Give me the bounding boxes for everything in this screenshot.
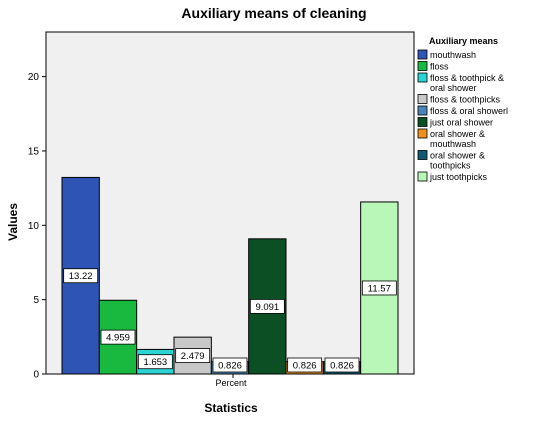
y-tick-label: 15 bbox=[28, 146, 40, 157]
data-label-box bbox=[324, 357, 360, 373]
legend-label-floss-and-toothpick-and-oral-shower: floss & toothpick & oral shower bbox=[430, 73, 504, 93]
data-label-box bbox=[287, 357, 323, 373]
legend-swatch-mouthwash bbox=[417, 49, 428, 60]
data-label-box bbox=[212, 357, 248, 373]
y-tick-label: 0 bbox=[33, 370, 39, 381]
legend-swatch-floss-and-toothpicks bbox=[417, 94, 428, 104]
legend-swatch-oral-shower-and-toothpicks bbox=[417, 150, 428, 160]
data-label-oral-shower-and-toothpicks: 0.826 bbox=[330, 361, 354, 372]
x-axis-label: Statistics bbox=[204, 401, 258, 415]
data-label-floss-and-oral-showerl: 0.826 bbox=[218, 361, 242, 372]
legend-title: Auxiliary means bbox=[429, 36, 498, 46]
y-axis-label: Values bbox=[6, 203, 20, 241]
legend-label-floss-and-oral-showerl: floss & oral showerl bbox=[430, 106, 508, 116]
legend-swatch-floss bbox=[417, 61, 428, 71]
data-label-floss-and-toothpick-and-oral-shower: 1.653 bbox=[143, 357, 167, 368]
legend-label-just-toothpicks: just toothpicks bbox=[429, 172, 488, 182]
legend-label-floss: floss bbox=[430, 62, 449, 72]
data-label-box bbox=[100, 329, 136, 345]
data-label-box bbox=[63, 268, 99, 284]
data-label-just-toothpicks: 11.57 bbox=[368, 283, 391, 294]
legend-swatch-oral-shower-and-mouthwash bbox=[417, 128, 428, 139]
y-tick-label: 20 bbox=[28, 72, 40, 83]
plot-area: 0 5 10 15 20 13.22 4.959 1.653 2.479 0.826 9.091 0.… bbox=[28, 31, 415, 381]
legend-swatch-floss-and-toothpick-and-oral-shower bbox=[417, 72, 428, 83]
legend-label-just-oral-shower: just oral shower bbox=[429, 118, 493, 128]
data-label-box bbox=[249, 299, 285, 314]
data-label-oral-shower-and-mouthwash: 0.826 bbox=[293, 361, 317, 372]
data-label-floss-and-toothpicks: 2.479 bbox=[181, 351, 205, 362]
chart-title: Auxiliary means of cleaning bbox=[181, 5, 366, 21]
y-tick-label: 5 bbox=[33, 295, 39, 306]
data-label-mouthwash: 13.22 bbox=[69, 271, 93, 282]
x-tick-label: Percent bbox=[215, 378, 247, 388]
legend-label-oral-shower-and-mouthwash: oral shower & mouthwash bbox=[430, 129, 485, 149]
legend-swatch-just-oral-shower bbox=[417, 117, 428, 127]
data-label-floss: 4.959 bbox=[106, 333, 130, 344]
legend-label-oral-shower-and-toothpicks: oral shower & toothpicks bbox=[430, 151, 485, 171]
legend-swatch-just-toothpicks bbox=[417, 171, 428, 182]
data-label-just-oral-shower: 9.091 bbox=[255, 302, 279, 313]
data-label-box bbox=[361, 280, 397, 296]
legend-label-floss-and-toothpicks: floss & toothpicks bbox=[430, 95, 501, 105]
legend-swatch-floss-and-oral-showerl bbox=[417, 105, 428, 116]
legend-label-mouthwash: mouthwash bbox=[430, 50, 476, 60]
data-label-box bbox=[175, 348, 211, 363]
y-tick-label: 10 bbox=[28, 221, 40, 232]
data-label-box bbox=[137, 354, 173, 370]
